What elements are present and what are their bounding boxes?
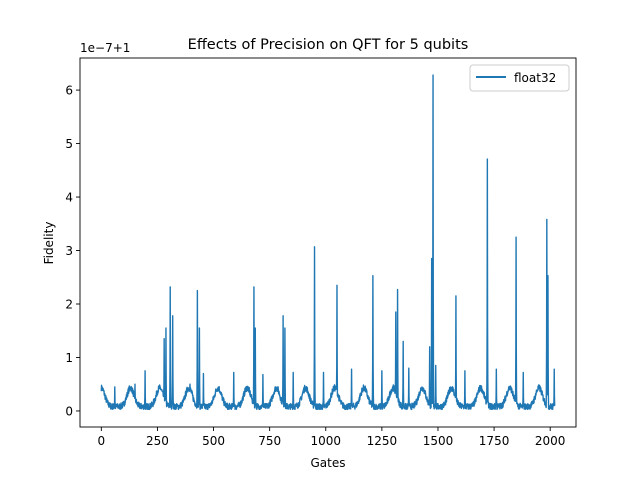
y-tick-label: 6 xyxy=(65,84,73,98)
x-tick-label: 750 xyxy=(258,434,281,448)
x-tick-label: 250 xyxy=(146,434,169,448)
x-tick-label: 500 xyxy=(202,434,225,448)
y-offset-text: 1e−7+1 xyxy=(80,41,130,55)
y-axis-label: Fidelity xyxy=(42,222,56,265)
y-axis: 0 1 2 3 4 5 6 xyxy=(65,84,80,418)
x-axis: 0 250 500 750 1000 1250 1500 1750 2000 xyxy=(98,427,566,448)
x-tick-label: 0 xyxy=(98,434,106,448)
x-tick-label: 1500 xyxy=(423,434,454,448)
chart-title: Effects of Precision on QFT for 5 qubits xyxy=(188,37,469,53)
legend-label-float32: float32 xyxy=(514,71,556,85)
y-tick-label: 2 xyxy=(65,298,73,312)
y-tick-label: 0 xyxy=(65,404,73,418)
axes-frame xyxy=(79,57,577,428)
x-axis-label: Gates xyxy=(311,456,346,470)
x-tick-label: 2000 xyxy=(535,434,566,448)
y-tick-label: 4 xyxy=(65,191,73,205)
x-tick-label: 1750 xyxy=(479,434,510,448)
x-tick-label: 1000 xyxy=(310,434,341,448)
series-line-float32 xyxy=(100,74,556,411)
y-tick-label: 1 xyxy=(65,351,73,365)
legend: float32 xyxy=(469,64,570,92)
plot-area xyxy=(100,74,556,411)
x-tick-label: 1250 xyxy=(367,434,398,448)
legend-box xyxy=(469,64,570,92)
y-tick-label: 5 xyxy=(65,137,73,151)
y-tick-label: 3 xyxy=(65,244,73,258)
